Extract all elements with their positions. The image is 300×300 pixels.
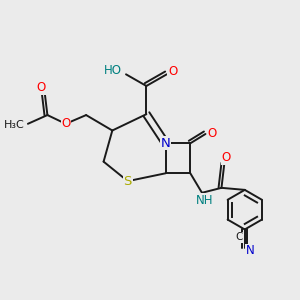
Text: N: N <box>161 137 170 150</box>
Text: HO: HO <box>103 64 122 77</box>
Text: O: O <box>207 128 217 140</box>
Text: N: N <box>246 244 254 257</box>
Text: O: O <box>61 117 70 130</box>
Text: C: C <box>236 232 243 242</box>
Text: H₃C: H₃C <box>4 120 25 130</box>
Text: O: O <box>221 152 230 164</box>
Text: S: S <box>124 175 132 188</box>
Text: O: O <box>36 81 46 94</box>
Text: O: O <box>168 65 177 78</box>
Text: NH: NH <box>196 194 214 207</box>
